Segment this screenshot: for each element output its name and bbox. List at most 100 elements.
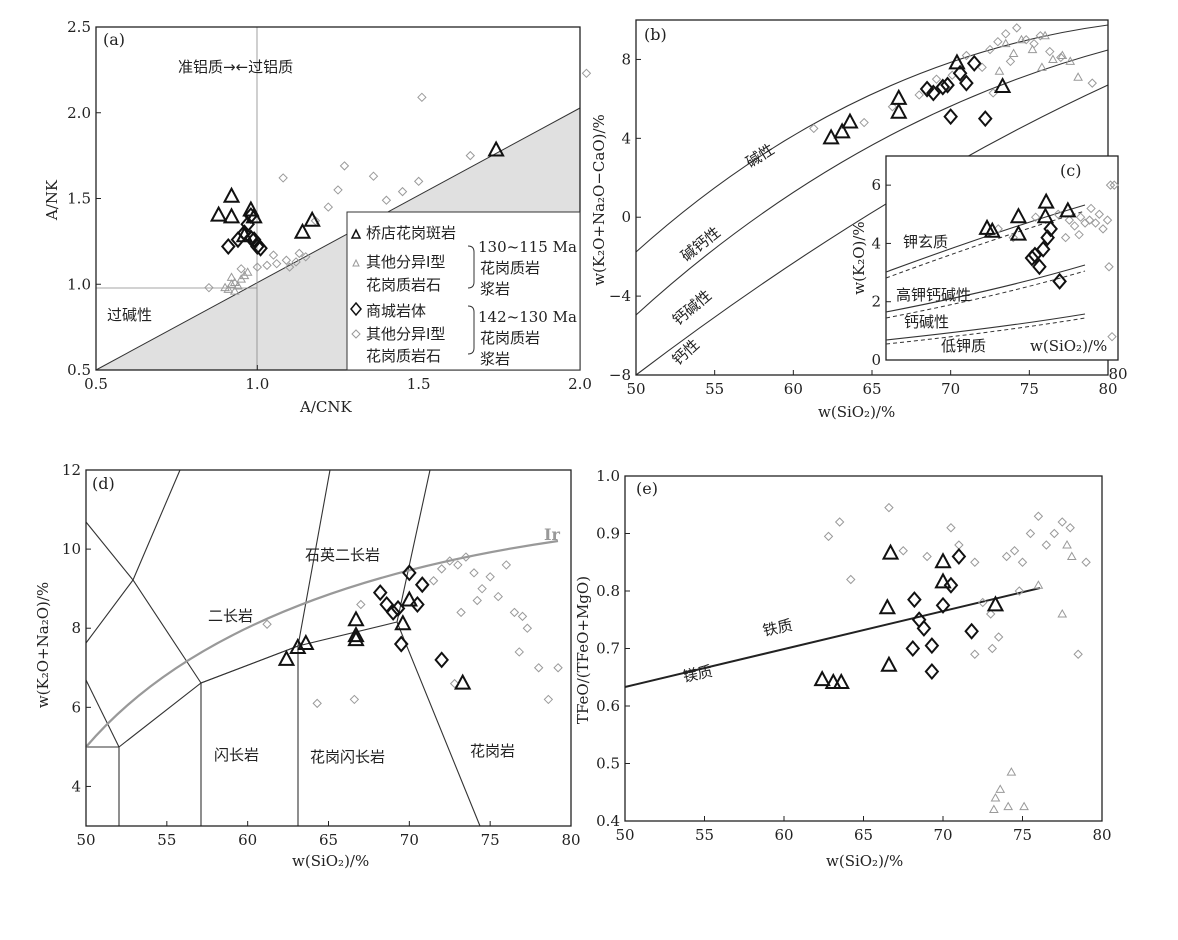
marks-e	[813, 502, 1091, 813]
qiaodian-point	[1059, 201, 1077, 218]
x-tick-label: 70	[933, 826, 952, 844]
other-i-type-triangle-point	[1066, 551, 1077, 560]
qiaodian-point	[347, 626, 365, 643]
qiaodian-point	[394, 614, 412, 631]
other-i-type-diamond-point	[349, 694, 360, 705]
shangcheng-point	[414, 576, 430, 594]
x-axis-title-d: w(SiO₂)/%	[292, 852, 369, 870]
other-i-type-diamond-point	[453, 560, 463, 570]
other-i-type-diamond-point	[978, 597, 988, 608]
other-i-type-diamond-point	[1021, 35, 1031, 45]
shangcheng-point	[959, 74, 974, 92]
other-i-type-diamond-point	[381, 195, 392, 205]
other-i-type-triangle-point	[989, 804, 999, 813]
other-i-type-diamond-point	[543, 694, 554, 705]
shangcheng-point	[977, 110, 993, 128]
panel-tag-d: (d)	[92, 474, 115, 493]
legend-other1-label2: 花岗质岩石	[366, 276, 441, 294]
other-i-type-triangle-point	[1065, 56, 1076, 65]
other-i-type-diamond-point	[522, 623, 533, 633]
other-i-type-triangle-point	[1073, 72, 1083, 81]
y-tick-label: 2.5	[67, 18, 91, 36]
x-tick-label: 60	[784, 380, 803, 398]
field-magnesian: 镁质	[681, 662, 714, 686]
other-i-type-triangle-point	[233, 280, 243, 290]
x-tick-label: 75	[1020, 380, 1039, 398]
other-i-type-diamond-point	[1060, 232, 1071, 243]
other-i-type-triangle-point	[229, 286, 240, 295]
other-i-type-diamond-point	[281, 255, 292, 265]
shangcheng-point	[952, 64, 968, 82]
ticks-d: 50 55 60 65 70 75 80 4 6 8 10 12	[62, 461, 581, 849]
other-i-type-diamond-point	[834, 517, 845, 527]
other-i-type-diamond-point	[413, 176, 424, 187]
x-tick-label: 75	[1013, 826, 1032, 844]
y-tick-label: 6	[871, 176, 881, 194]
y-tick-label: 0.5	[67, 361, 91, 379]
shangcheng-point	[935, 596, 951, 614]
shangcheng-point	[924, 662, 940, 681]
tas-field-lines	[85, 469, 481, 827]
other-i-type-diamond-point	[436, 564, 447, 574]
other-i-type-diamond-point	[262, 619, 272, 629]
other-i-type-triangle-point	[1057, 608, 1068, 618]
other-i-type-diamond-point	[1104, 262, 1114, 272]
other-i-type-diamond-point	[1008, 232, 1018, 243]
other-i-type-diamond-point	[1001, 551, 1012, 562]
x-axis-title-b: w(SiO₂)/%	[818, 403, 895, 421]
marks-a	[204, 68, 592, 295]
other-i-type-diamond-point	[1017, 557, 1028, 567]
qiaodian-point	[1037, 192, 1055, 209]
x-tick-label: 80	[1098, 380, 1117, 398]
other-i-type-diamond-point	[931, 74, 942, 84]
other-i-type-diamond-point	[397, 186, 408, 197]
qiaodian-point	[209, 205, 228, 222]
other-i-type-diamond-point	[987, 643, 997, 654]
other-i-type-diamond-point	[301, 252, 311, 262]
other-i-type-diamond-point	[1081, 557, 1091, 567]
x-tick-label: 70	[400, 831, 419, 849]
legend-brace-1	[467, 245, 475, 289]
y-tick-label: 4	[71, 777, 81, 795]
qiaodian-point	[347, 629, 365, 647]
other-i-type-diamond-point	[1090, 218, 1101, 228]
x-tick-label: 55	[695, 826, 714, 844]
shangcheng-point	[1032, 258, 1047, 276]
qiaodian-point	[347, 610, 365, 627]
x-axis-title-e: w(SiO₂)/%	[826, 852, 903, 870]
other-i-type-diamond-point	[1012, 23, 1022, 33]
other-i-type-triangle-point	[220, 282, 230, 292]
other-i-type-diamond-point	[1087, 78, 1097, 88]
other-i-type-diamond-point	[977, 62, 987, 73]
other-i-type-triangle-point	[1033, 580, 1044, 589]
other-i-type-diamond-point	[954, 540, 964, 550]
qiaodian-point	[833, 122, 851, 139]
panel-d: 50 55 60 65 70 75 80 4 6 8 10 12 (d) Ir 二长岩 石英二长岩 闪…	[34, 461, 581, 870]
shangcheng-point	[385, 603, 401, 621]
shangcheng-point	[935, 78, 951, 96]
legend-group1-age: 130~115 Ma	[478, 238, 577, 256]
other-i-type-diamond-point	[472, 595, 482, 606]
qiaodian-point	[881, 543, 900, 560]
shangcheng-point	[372, 584, 388, 602]
other-i-type-diamond-point	[204, 282, 214, 293]
shangcheng-point	[250, 237, 265, 256]
other-i-type-diamond-point	[1053, 209, 1063, 219]
low-k-boundary-dash	[885, 317, 1086, 345]
legend-other1-marker	[352, 258, 360, 267]
qiaodian-point	[222, 207, 241, 224]
other-i-type-diamond-point	[1014, 586, 1025, 596]
ir-line	[85, 539, 559, 748]
shangcheng-point	[966, 54, 982, 72]
other-i-type-triangle-point	[994, 66, 1005, 75]
other-i-type-diamond-point	[1105, 180, 1116, 190]
alkalic-boundary	[635, 24, 1109, 253]
plot-frame-e	[624, 475, 1103, 822]
other-i-type-diamond-point	[284, 262, 295, 272]
other-i-type-triangle-point	[1037, 62, 1047, 71]
y-tick-label: 0.5	[596, 755, 620, 773]
other-i-type-diamond-point	[1009, 546, 1020, 556]
other-i-type-diamond-point	[1075, 212, 1086, 222]
shangcheng-point	[924, 637, 940, 655]
